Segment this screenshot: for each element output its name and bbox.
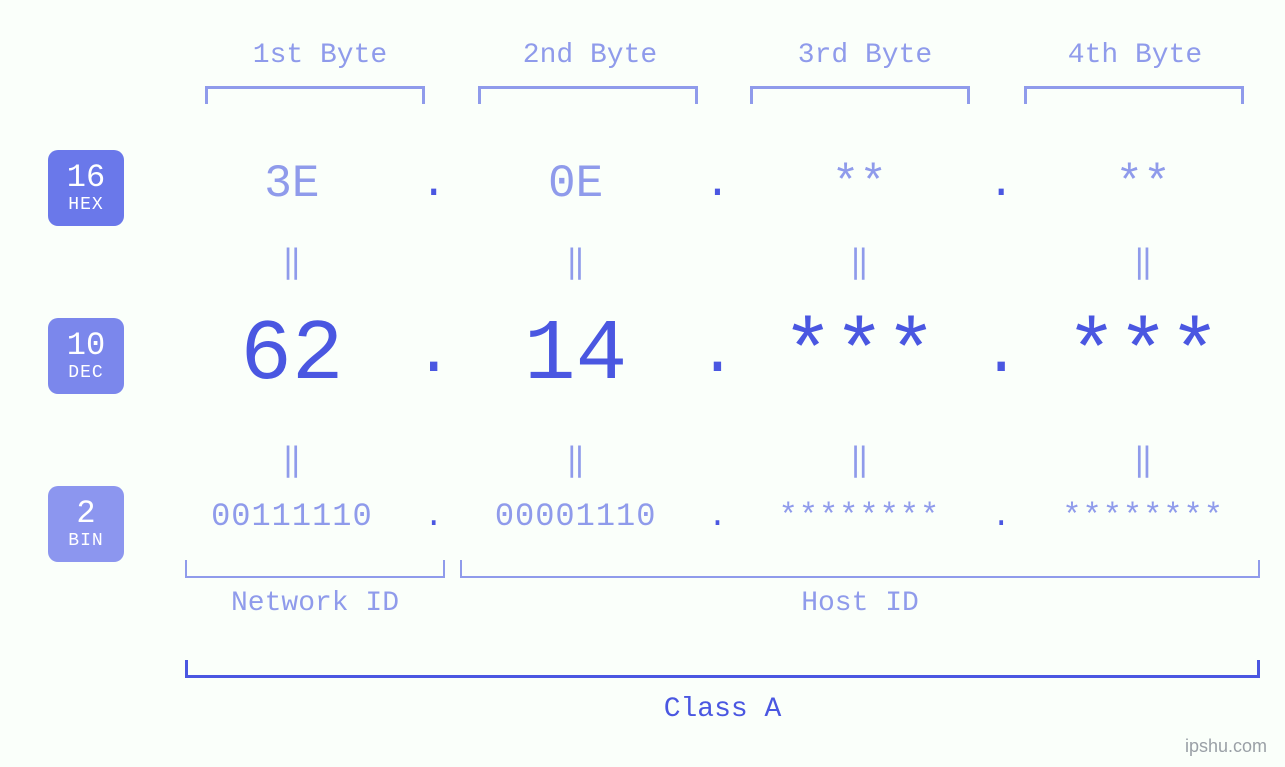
bin-byte-4: ******** — [1021, 498, 1265, 535]
dec-sep-3: . — [981, 319, 1021, 391]
byte-bracket-3 — [750, 86, 970, 104]
hex-byte-1: 3E — [170, 158, 414, 210]
class-bracket — [185, 660, 1260, 678]
bin-sep-1: . — [414, 498, 454, 535]
badge-bin-label: BIN — [68, 532, 103, 551]
host-id-label: Host ID — [460, 588, 1260, 619]
badge-dec: 10 DEC — [48, 318, 124, 394]
hex-sep-3: . — [981, 159, 1021, 209]
dec-sep-2: . — [698, 319, 738, 391]
row-hex: 3E . 0E . ** . ** — [170, 158, 1265, 210]
dec-sep-1: . — [414, 319, 454, 391]
badge-hex-num: 16 — [67, 161, 105, 195]
byte-bracket-4 — [1024, 86, 1244, 104]
byte-header-2: 2nd Byte — [520, 40, 660, 71]
bin-sep-2: . — [698, 498, 738, 535]
dec-byte-2: 14 — [454, 306, 698, 404]
hex-sep-1: . — [414, 159, 454, 209]
equals-row-2: ‖ ‖ ‖ ‖ — [170, 440, 1265, 480]
equals-icon: ‖ — [738, 242, 982, 282]
hex-byte-4: ** — [1021, 158, 1265, 210]
equals-icon: ‖ — [170, 440, 414, 480]
dec-byte-3: *** — [738, 306, 982, 404]
byte-bracket-1 — [205, 86, 425, 104]
row-dec: 62 . 14 . *** . *** — [170, 306, 1265, 404]
watermark: ipshu.com — [1185, 736, 1267, 757]
equals-icon: ‖ — [1021, 440, 1265, 480]
byte-header-4: 4th Byte — [1065, 40, 1205, 71]
badge-hex-label: HEX — [68, 196, 103, 215]
network-id-label: Network ID — [185, 588, 445, 619]
byte-header-3: 3rd Byte — [795, 40, 935, 71]
badge-dec-num: 10 — [67, 329, 105, 363]
equals-icon: ‖ — [170, 242, 414, 282]
badge-dec-label: DEC — [68, 364, 103, 383]
dec-byte-4: *** — [1021, 306, 1265, 404]
equals-icon: ‖ — [454, 440, 698, 480]
hex-byte-3: ** — [738, 158, 982, 210]
equals-icon: ‖ — [738, 440, 982, 480]
hex-byte-2: 0E — [454, 158, 698, 210]
badge-hex: 16 HEX — [48, 150, 124, 226]
bin-byte-3: ******** — [738, 498, 982, 535]
badge-bin: 2 BIN — [48, 486, 124, 562]
equals-icon: ‖ — [1021, 242, 1265, 282]
row-bin: 00111110 . 00001110 . ******** . *******… — [170, 498, 1265, 535]
byte-header-1: 1st Byte — [250, 40, 390, 71]
equals-row-1: ‖ ‖ ‖ ‖ — [170, 242, 1265, 282]
badge-bin-num: 2 — [76, 497, 95, 531]
dec-byte-1: 62 — [170, 306, 414, 404]
equals-icon: ‖ — [454, 242, 698, 282]
class-label: Class A — [185, 694, 1260, 725]
hex-sep-2: . — [698, 159, 738, 209]
host-id-bracket — [460, 560, 1260, 578]
ip-bases-diagram: { "colors": { "bg": "#fafffa", "primary"… — [0, 0, 1285, 767]
network-id-bracket — [185, 560, 445, 578]
byte-bracket-2 — [478, 86, 698, 104]
bin-byte-2: 00001110 — [454, 498, 698, 535]
bin-byte-1: 00111110 — [170, 498, 414, 535]
bin-sep-3: . — [981, 498, 1021, 535]
